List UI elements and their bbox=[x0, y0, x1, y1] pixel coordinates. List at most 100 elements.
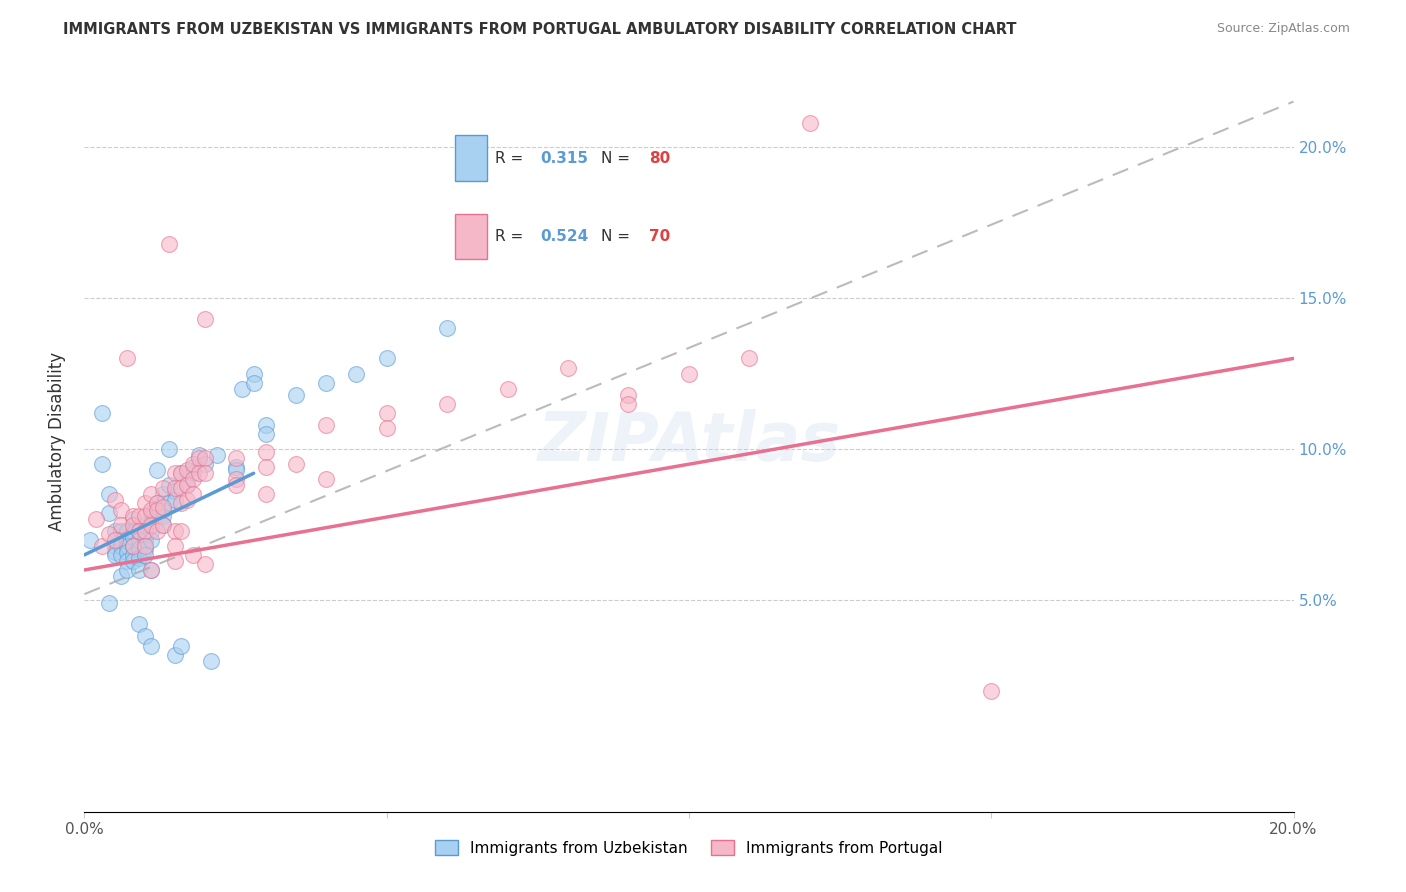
Point bbox=[225, 460, 247, 475]
Point bbox=[121, 508, 143, 523]
Point bbox=[375, 421, 398, 435]
Point bbox=[121, 554, 143, 568]
Point bbox=[110, 539, 132, 553]
Point bbox=[242, 376, 264, 390]
Point bbox=[231, 382, 253, 396]
Point bbox=[115, 539, 138, 553]
Point bbox=[146, 496, 169, 510]
Point bbox=[152, 487, 174, 501]
Point bbox=[225, 478, 247, 492]
Point bbox=[121, 539, 143, 553]
Point bbox=[436, 321, 458, 335]
Point bbox=[738, 351, 761, 366]
Point bbox=[181, 472, 204, 486]
Point bbox=[194, 467, 217, 481]
Point bbox=[97, 487, 120, 501]
Point bbox=[254, 427, 277, 442]
Point bbox=[139, 487, 162, 501]
Point bbox=[115, 351, 138, 366]
Point bbox=[225, 472, 247, 486]
Point bbox=[134, 539, 156, 553]
Point bbox=[165, 482, 187, 496]
Point bbox=[128, 524, 150, 538]
Point bbox=[165, 467, 187, 481]
Point bbox=[139, 563, 162, 577]
Point bbox=[188, 467, 211, 481]
Point bbox=[170, 496, 193, 510]
Point bbox=[134, 508, 156, 523]
Point bbox=[170, 467, 193, 481]
Point bbox=[110, 569, 132, 583]
Point bbox=[134, 524, 156, 538]
Point bbox=[165, 484, 187, 499]
Point bbox=[121, 530, 143, 544]
Point bbox=[121, 517, 143, 532]
Point bbox=[254, 460, 277, 475]
Point bbox=[346, 367, 368, 381]
Point bbox=[170, 639, 193, 653]
Text: IMMIGRANTS FROM UZBEKISTAN VS IMMIGRANTS FROM PORTUGAL AMBULATORY DISABILITY COR: IMMIGRANTS FROM UZBEKISTAN VS IMMIGRANTS… bbox=[63, 22, 1017, 37]
Point bbox=[110, 533, 132, 547]
Point bbox=[181, 487, 204, 501]
Point bbox=[115, 554, 138, 568]
Point bbox=[181, 467, 204, 481]
Point bbox=[181, 457, 204, 471]
Point bbox=[97, 506, 120, 520]
Point bbox=[110, 517, 132, 532]
Point bbox=[152, 508, 174, 523]
Point bbox=[188, 448, 211, 462]
Point bbox=[139, 524, 162, 538]
Point bbox=[176, 478, 198, 492]
Point bbox=[128, 550, 150, 565]
Point bbox=[436, 397, 458, 411]
Y-axis label: Ambulatory Disability: Ambulatory Disability bbox=[48, 352, 66, 531]
Point bbox=[152, 500, 174, 514]
Point bbox=[157, 236, 180, 251]
Point bbox=[242, 367, 264, 381]
Point bbox=[97, 596, 120, 610]
Point bbox=[375, 406, 398, 420]
Text: ZIPAtlas: ZIPAtlas bbox=[537, 409, 841, 475]
Point bbox=[115, 545, 138, 559]
Point bbox=[139, 515, 162, 529]
Point bbox=[194, 312, 217, 326]
Point bbox=[128, 508, 150, 523]
Point bbox=[146, 463, 169, 477]
Point bbox=[139, 502, 162, 516]
Point bbox=[86, 511, 108, 525]
Point bbox=[134, 524, 156, 538]
Point bbox=[157, 478, 180, 492]
Point bbox=[207, 448, 229, 462]
Point bbox=[285, 457, 308, 471]
Point bbox=[170, 467, 193, 481]
Point bbox=[104, 493, 127, 508]
Point bbox=[254, 487, 277, 501]
Point bbox=[375, 351, 398, 366]
Point bbox=[165, 539, 187, 553]
Point bbox=[152, 502, 174, 516]
Point bbox=[139, 533, 162, 547]
Point bbox=[315, 376, 337, 390]
Point bbox=[91, 457, 114, 471]
Point bbox=[617, 387, 640, 401]
Point bbox=[285, 387, 308, 401]
Point bbox=[165, 648, 187, 662]
Point bbox=[91, 539, 114, 553]
Point bbox=[121, 511, 143, 525]
Point bbox=[152, 517, 174, 532]
Point bbox=[110, 548, 132, 562]
Point bbox=[110, 524, 132, 538]
Point bbox=[617, 397, 640, 411]
Point bbox=[134, 548, 156, 562]
Point bbox=[165, 524, 187, 538]
Point bbox=[157, 496, 180, 510]
Point bbox=[104, 548, 127, 562]
Point bbox=[121, 548, 143, 562]
Point bbox=[104, 524, 127, 538]
Point bbox=[254, 445, 277, 459]
Point bbox=[315, 417, 337, 432]
Point bbox=[128, 541, 150, 556]
Point bbox=[146, 502, 169, 516]
Point bbox=[496, 382, 519, 396]
Point bbox=[254, 417, 277, 432]
